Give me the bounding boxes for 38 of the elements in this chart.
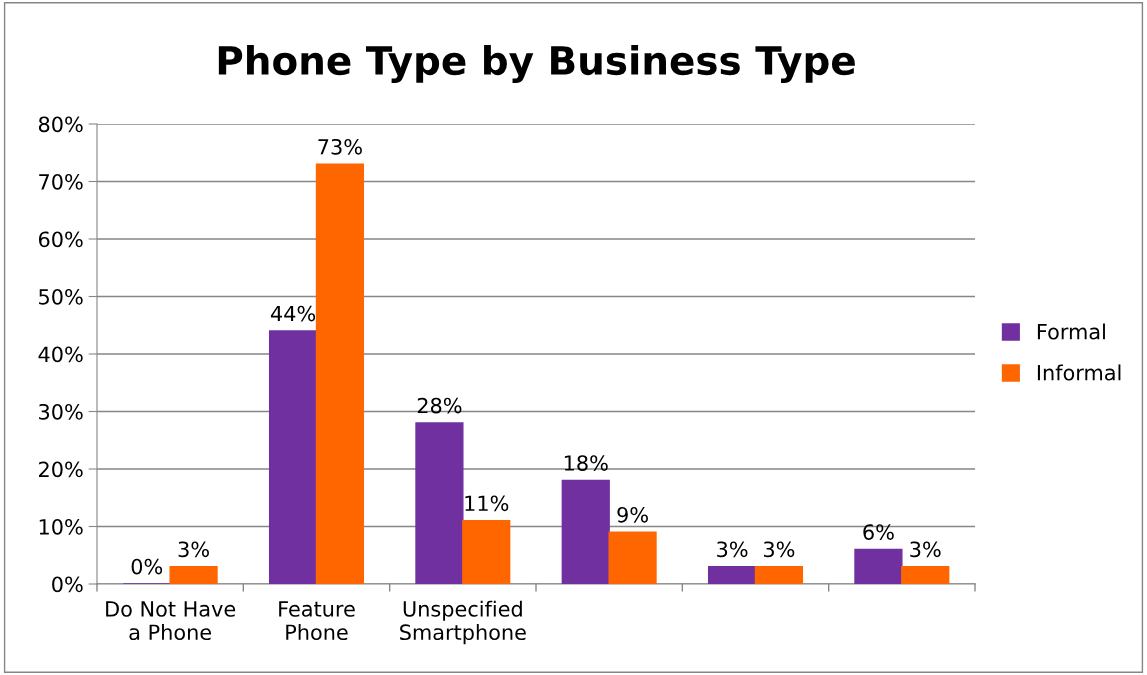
data-label: 3%: [910, 541, 941, 558]
data-label: 28%: [417, 397, 462, 414]
x-tick-label: Do Not Have a Phone: [106, 601, 236, 641]
y-tick-label: 30%: [39, 403, 83, 420]
data-label: 44%: [270, 305, 316, 322]
data-label: 3%: [178, 541, 209, 558]
y-tick-label: 40%: [38, 346, 83, 363]
bar: [561, 479, 610, 584]
data-label: 18%: [564, 455, 608, 471]
legend-label: Formal: [1037, 323, 1105, 340]
data-label: 9%: [617, 506, 648, 523]
y-tick-label: 20%: [39, 461, 83, 478]
bar: [854, 548, 903, 584]
data-label: 0%: [131, 558, 163, 575]
bar: [415, 422, 464, 584]
data-label: 6%: [863, 524, 894, 540]
bar: [268, 330, 318, 584]
bar: [707, 566, 757, 584]
bar: [901, 566, 950, 584]
bar: [754, 566, 804, 584]
bar: [169, 566, 218, 584]
data-label: 3%: [763, 541, 795, 558]
y-tick-label: 60%: [38, 231, 83, 248]
bar: [608, 531, 657, 584]
y-tick-label: 70%: [39, 173, 83, 190]
data-label: 11%: [465, 495, 509, 512]
bar: [462, 520, 511, 584]
y-tick-label: 10%: [39, 518, 83, 535]
bar: [315, 163, 365, 584]
y-tick-label: 50%: [39, 288, 83, 305]
y-tick-label: 80%: [38, 116, 83, 133]
y-tick-label: 0%: [52, 576, 83, 593]
legend-label: Informal: [1037, 364, 1121, 381]
x-tick-label: Unspecified Smartphone: [400, 600, 526, 645]
data-label: 3%: [717, 541, 748, 558]
chart-title: Phone Type by Business Type: [218, 45, 855, 83]
data-label: 73%: [318, 138, 362, 155]
x-tick-label: Feature Phone: [279, 601, 355, 641]
